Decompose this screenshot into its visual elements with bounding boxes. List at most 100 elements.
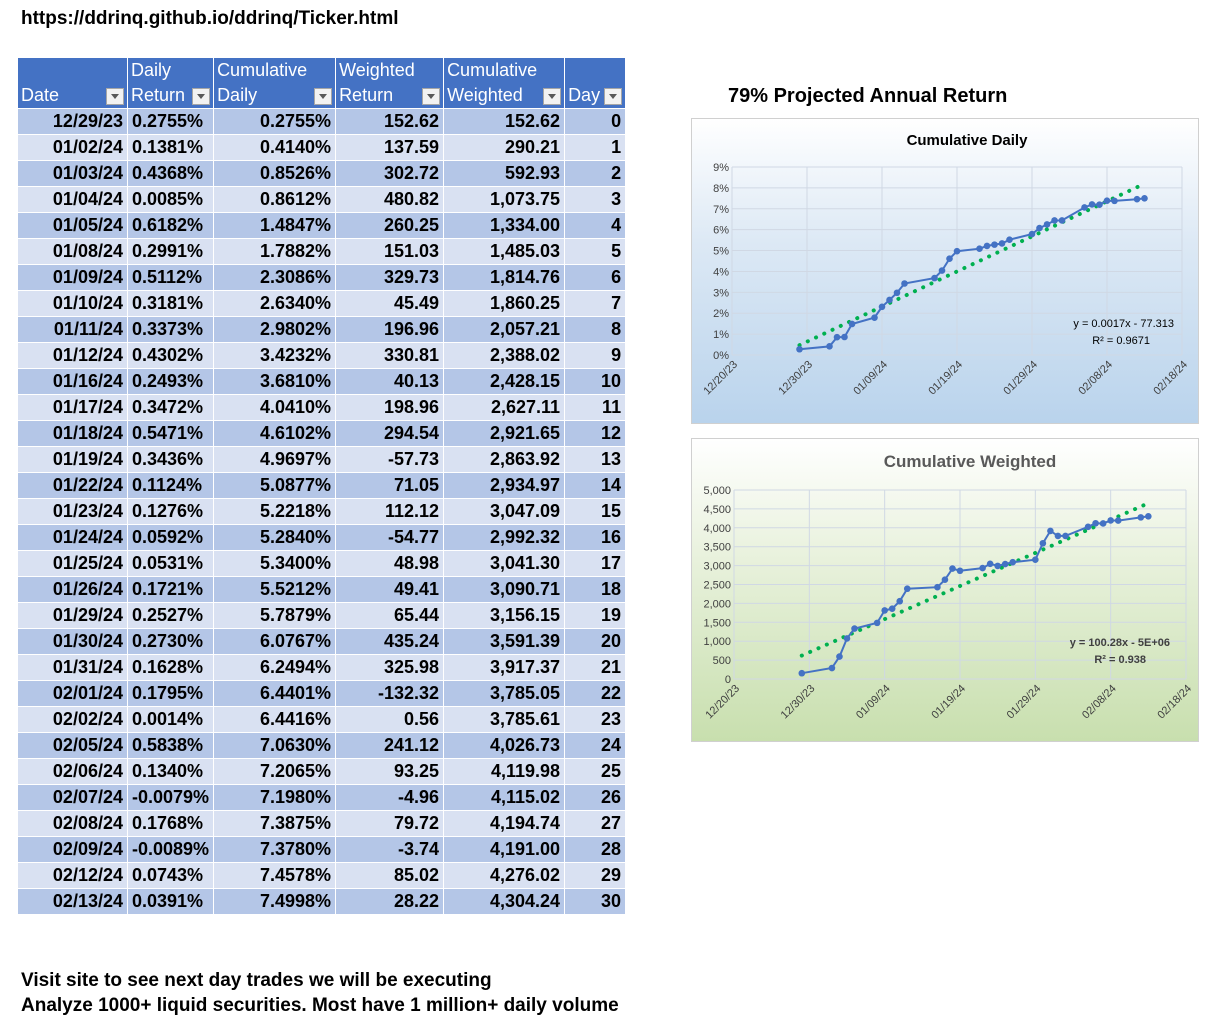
filter-dropdown-button[interactable] xyxy=(106,88,124,105)
cell-date[interactable]: 02/09/24 xyxy=(17,836,128,863)
cell-cumulative-daily[interactable]: 3.4232% xyxy=(213,342,337,369)
cell-weighted-return[interactable]: 49.41 xyxy=(335,576,445,603)
cell-cumulative-daily[interactable]: 2.3086% xyxy=(213,264,337,291)
cell-cumulative-weighted[interactable]: 1,485.03 xyxy=(443,238,566,265)
cell-cumulative-daily[interactable]: 7.4998% xyxy=(213,888,337,915)
cell-cumulative-weighted[interactable]: 2,934.97 xyxy=(443,472,566,499)
cell-cumulative-weighted[interactable]: 1,073.75 xyxy=(443,186,566,213)
cell-date[interactable]: 01/09/24 xyxy=(17,264,128,291)
filter-dropdown-button[interactable] xyxy=(604,88,623,105)
cell-cumulative-weighted[interactable]: 3,090.71 xyxy=(443,576,566,603)
cell-date[interactable]: 01/17/24 xyxy=(17,394,128,421)
cell-date[interactable]: 01/10/24 xyxy=(17,290,128,317)
cell-cumulative-weighted[interactable]: 4,115.02 xyxy=(443,784,566,811)
cell-cumulative-weighted[interactable]: 4,194.74 xyxy=(443,810,566,837)
cell-cumulative-daily[interactable]: 5.2218% xyxy=(213,498,337,525)
cell-cumulative-weighted[interactable]: 2,921.65 xyxy=(443,420,566,447)
cell-cumulative-weighted[interactable]: 4,191.00 xyxy=(443,836,566,863)
cell-weighted-return[interactable]: 330.81 xyxy=(335,342,445,369)
cell-weighted-return[interactable]: 151.03 xyxy=(335,238,445,265)
cell-day[interactable]: 25 xyxy=(564,758,627,785)
cell-cumulative-daily[interactable]: 7.3780% xyxy=(213,836,337,863)
cell-cumulative-weighted[interactable]: 2,388.02 xyxy=(443,342,566,369)
cell-weighted-return[interactable]: 325.98 xyxy=(335,654,445,681)
cell-day[interactable]: 9 xyxy=(564,342,627,369)
cell-date[interactable]: 01/25/24 xyxy=(17,550,128,577)
cell-day[interactable]: 1 xyxy=(564,134,627,161)
cell-day[interactable]: 8 xyxy=(564,316,627,343)
cell-weighted-return[interactable]: 302.72 xyxy=(335,160,445,187)
cell-date[interactable]: 01/24/24 xyxy=(17,524,128,551)
cell-day[interactable]: 5 xyxy=(564,238,627,265)
cell-day[interactable]: 16 xyxy=(564,524,627,551)
cell-weighted-return[interactable]: 0.56 xyxy=(335,706,445,733)
cell-cumulative-weighted[interactable]: 3,156.15 xyxy=(443,602,566,629)
cell-date[interactable]: 01/29/24 xyxy=(17,602,128,629)
cell-daily-return[interactable]: 0.0592% xyxy=(126,524,215,551)
filter-dropdown-button[interactable] xyxy=(543,88,562,105)
cell-date[interactable]: 02/08/24 xyxy=(17,810,128,837)
cell-weighted-return[interactable]: 260.25 xyxy=(335,212,445,239)
cell-cumulative-daily[interactable]: 6.0767% xyxy=(213,628,337,655)
cell-day[interactable]: 24 xyxy=(564,732,627,759)
cell-cumulative-weighted[interactable]: 290.21 xyxy=(443,134,566,161)
cell-weighted-return[interactable]: 294.54 xyxy=(335,420,445,447)
cell-cumulative-weighted[interactable]: 2,057.21 xyxy=(443,316,566,343)
cell-date[interactable]: 01/12/24 xyxy=(17,342,128,369)
cell-cumulative-daily[interactable]: 5.0877% xyxy=(213,472,337,499)
cell-weighted-return[interactable]: 196.96 xyxy=(335,316,445,343)
cell-daily-return[interactable]: 0.2755% xyxy=(126,108,215,135)
cell-date[interactable]: 02/13/24 xyxy=(17,888,128,915)
cell-weighted-return[interactable]: -54.77 xyxy=(335,524,445,551)
cell-weighted-return[interactable]: 480.82 xyxy=(335,186,445,213)
cell-day[interactable]: 14 xyxy=(564,472,627,499)
cell-cumulative-daily[interactable]: 6.4401% xyxy=(213,680,337,707)
cell-cumulative-daily[interactable]: 4.6102% xyxy=(213,420,337,447)
cell-daily-return[interactable]: 0.5471% xyxy=(126,420,215,447)
cell-day[interactable]: 13 xyxy=(564,446,627,473)
cell-cumulative-weighted[interactable]: 1,334.00 xyxy=(443,212,566,239)
cell-weighted-return[interactable]: 79.72 xyxy=(335,810,445,837)
cell-daily-return[interactable]: 0.0085% xyxy=(126,186,215,213)
cell-weighted-return[interactable]: 28.22 xyxy=(335,888,445,915)
cell-day[interactable]: 11 xyxy=(564,394,627,421)
cell-date[interactable]: 01/04/24 xyxy=(17,186,128,213)
cell-date[interactable]: 01/18/24 xyxy=(17,420,128,447)
cell-day[interactable]: 3 xyxy=(564,186,627,213)
cell-cumulative-weighted[interactable]: 4,026.73 xyxy=(443,732,566,759)
cell-cumulative-daily[interactable]: 2.9802% xyxy=(213,316,337,343)
cell-cumulative-weighted[interactable]: 592.93 xyxy=(443,160,566,187)
cell-date[interactable]: 02/02/24 xyxy=(17,706,128,733)
cell-cumulative-daily[interactable]: 4.9697% xyxy=(213,446,337,473)
cell-day[interactable]: 10 xyxy=(564,368,627,395)
cell-cumulative-daily[interactable]: 5.3400% xyxy=(213,550,337,577)
cell-date[interactable]: 01/02/24 xyxy=(17,134,128,161)
cell-weighted-return[interactable]: 241.12 xyxy=(335,732,445,759)
cell-daily-return[interactable]: -0.0089% xyxy=(126,836,215,863)
cell-date[interactable]: 02/01/24 xyxy=(17,680,128,707)
cell-day[interactable]: 4 xyxy=(564,212,627,239)
cell-daily-return[interactable]: 0.1381% xyxy=(126,134,215,161)
cell-day[interactable]: 18 xyxy=(564,576,627,603)
cell-date[interactable]: 01/22/24 xyxy=(17,472,128,499)
cell-cumulative-weighted[interactable]: 3,917.37 xyxy=(443,654,566,681)
cell-cumulative-daily[interactable]: 0.4140% xyxy=(213,134,337,161)
cell-date[interactable]: 01/26/24 xyxy=(17,576,128,603)
cell-daily-return[interactable]: 0.1276% xyxy=(126,498,215,525)
cell-cumulative-daily[interactable]: 2.6340% xyxy=(213,290,337,317)
cell-day[interactable]: 30 xyxy=(564,888,627,915)
cell-weighted-return[interactable]: 45.49 xyxy=(335,290,445,317)
cell-day[interactable]: 20 xyxy=(564,628,627,655)
cell-date[interactable]: 02/12/24 xyxy=(17,862,128,889)
cell-cumulative-weighted[interactable]: 3,591.39 xyxy=(443,628,566,655)
cell-day[interactable]: 6 xyxy=(564,264,627,291)
cell-cumulative-daily[interactable]: 7.2065% xyxy=(213,758,337,785)
cell-date[interactable]: 01/08/24 xyxy=(17,238,128,265)
cell-daily-return[interactable]: 0.3436% xyxy=(126,446,215,473)
cell-weighted-return[interactable]: 137.59 xyxy=(335,134,445,161)
cell-weighted-return[interactable]: 112.12 xyxy=(335,498,445,525)
cell-daily-return[interactable]: 0.2991% xyxy=(126,238,215,265)
cell-cumulative-weighted[interactable]: 4,276.02 xyxy=(443,862,566,889)
cell-cumulative-weighted[interactable]: 2,428.15 xyxy=(443,368,566,395)
cell-day[interactable]: 2 xyxy=(564,160,627,187)
